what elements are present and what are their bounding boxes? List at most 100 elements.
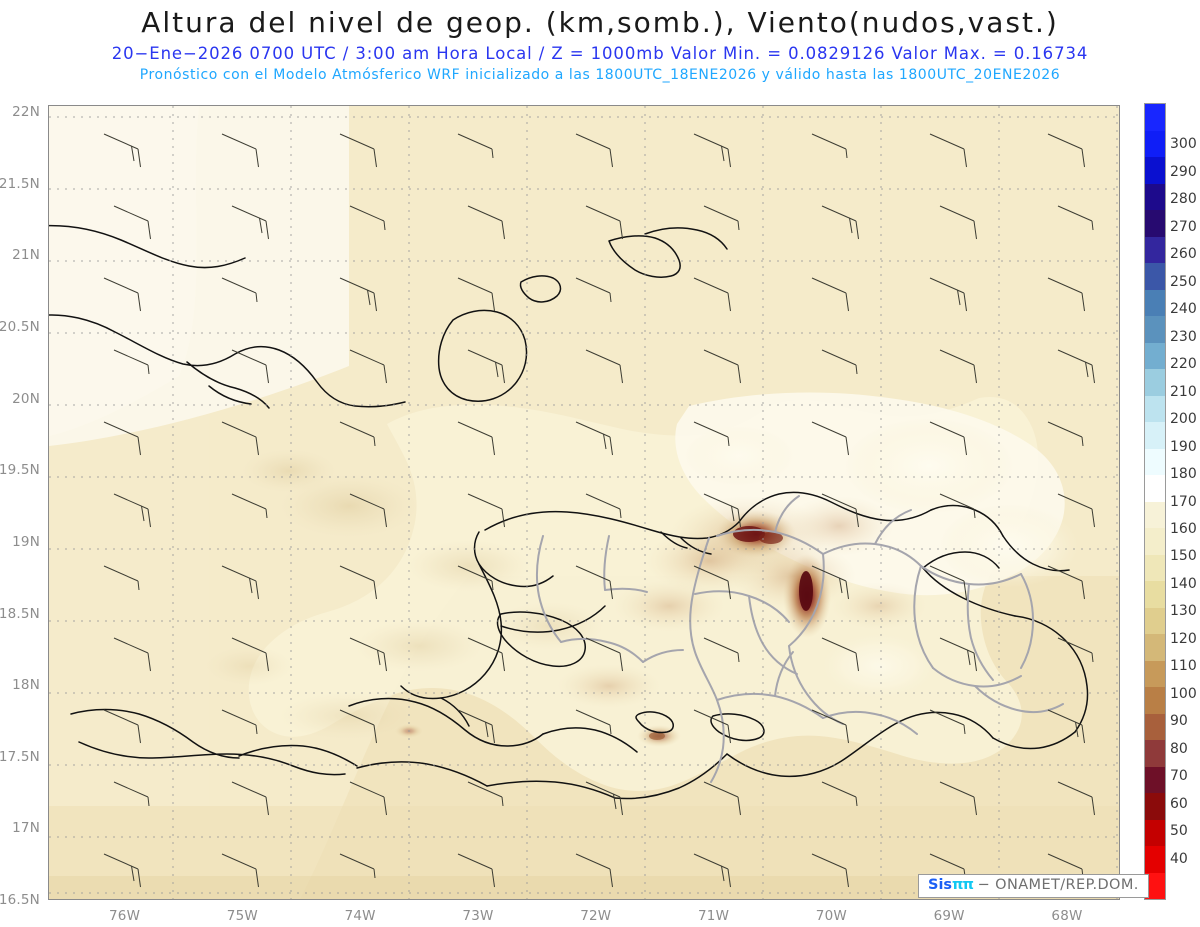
wind-barb: [1057, 781, 1095, 816]
wind-barb: [585, 493, 622, 519]
wind-barb: [221, 421, 259, 456]
colorbar-band: [1145, 581, 1165, 608]
wind-barb: [103, 709, 141, 744]
wind-barb: [821, 637, 859, 672]
y-axis-tick-label: 21.5N: [0, 175, 40, 192]
y-axis-tick-label: 20.5N: [0, 319, 40, 336]
y-axis-tick-label: 22N: [12, 104, 40, 121]
colorbar-tick-label: 60: [1170, 795, 1188, 812]
wind-barb: [349, 349, 387, 384]
colorbar-band: [1145, 342, 1165, 369]
wind-barb: [929, 133, 967, 168]
colorbar-tick-label: 240: [1170, 301, 1197, 318]
colorbar-tick-label: 230: [1170, 328, 1197, 345]
attribution-sis-text: Sis: [928, 877, 953, 893]
wind-barb: [585, 781, 623, 816]
wind-barb: [703, 493, 741, 528]
wind-barb: [929, 277, 967, 312]
colorbar-band: [1145, 475, 1165, 502]
colorbar-tick-label: 260: [1170, 246, 1197, 263]
wind-barb: [339, 853, 376, 879]
colorbar-tick-label: 190: [1170, 438, 1197, 455]
wind-barb: [575, 565, 613, 600]
wind-barb: [939, 493, 976, 519]
colorbar-band: [1145, 793, 1165, 820]
wind-barb: [821, 205, 859, 240]
colorbar-band: [1145, 846, 1165, 873]
wind-barb: [457, 421, 495, 456]
wind-barb: [339, 421, 376, 447]
wind-barb: [349, 781, 387, 816]
wind-barb: [693, 565, 731, 600]
wind-barb: [457, 133, 494, 159]
colorbar-band: [1145, 130, 1165, 157]
wind-barb: [693, 277, 731, 312]
wind-barb: [467, 781, 504, 807]
colorbar-tick-label: 170: [1170, 493, 1197, 510]
colorbar-tick-label: 150: [1170, 548, 1197, 565]
admin-borders: [535, 495, 1064, 783]
wind-barb: [811, 277, 849, 312]
colorbar-tick-label: 250: [1170, 273, 1197, 290]
wind-barb: [693, 133, 731, 168]
colorbar-tick-label: 270: [1170, 218, 1197, 235]
wind-barb: [821, 781, 858, 807]
colorbar-band: [1145, 819, 1165, 846]
colorbar-band: [1145, 872, 1165, 899]
wind-barb: [221, 709, 258, 735]
wind-barb: [103, 565, 140, 591]
colorbar-band: [1145, 104, 1165, 131]
colorbar-band: [1145, 316, 1165, 343]
attribution-pi-icon: ππ: [952, 877, 974, 893]
colorbar-tick-label: 290: [1170, 163, 1197, 180]
wind-barb: [221, 565, 259, 600]
colorbar-tick-label: 40: [1170, 850, 1188, 867]
wind-barb: [467, 637, 505, 672]
colorbar-band: [1145, 740, 1165, 767]
colorbar-band: [1145, 289, 1165, 316]
peak-maxima: [395, 510, 831, 747]
wind-barb: [349, 493, 387, 528]
wind-barb: [1047, 421, 1084, 447]
wind-barb: [339, 709, 377, 744]
wind-barb: [113, 205, 151, 240]
model-info-subtitle: Pronóstico con el Modelo Atmósferico WRF…: [139, 67, 1061, 83]
wind-barb: [467, 349, 505, 384]
x-axis-tick-label: 74W: [344, 908, 376, 924]
wind-barb: [575, 133, 613, 168]
map-canvas: [49, 106, 1119, 899]
wind-barb: [339, 133, 377, 168]
attribution-box: Sisππ − ONAMET/REP.DOM.: [918, 874, 1149, 898]
colorbar-band: [1145, 183, 1165, 210]
wind-barb: [103, 133, 141, 168]
wind-barb: [231, 349, 269, 384]
wind-barb: [1057, 349, 1095, 384]
colorbar-band: [1145, 263, 1165, 290]
wind-barb: [575, 421, 613, 456]
wind-barb: [929, 565, 967, 600]
wind-barb: [1057, 205, 1094, 231]
y-axis-tick-label: 16.5N: [0, 892, 40, 908]
wind-barb: [821, 493, 859, 528]
wind-barb: [703, 205, 740, 231]
colorbar-tick-label: 220: [1170, 356, 1197, 373]
wind-barb: [349, 205, 386, 231]
colorbar-band: [1145, 687, 1165, 714]
map-plot-area[interactable]: [48, 105, 1120, 900]
wind-barb: [457, 565, 494, 591]
y-axis-tick-label: 18N: [12, 677, 40, 694]
wind-barb: [693, 421, 730, 447]
x-axis-tick-label: 69W: [933, 908, 965, 924]
wind-barb: [585, 637, 623, 672]
colorbar-tick-label: 300: [1170, 136, 1197, 153]
y-axis-tick-label: 17N: [12, 820, 40, 837]
colorbar-band: [1145, 157, 1165, 184]
attribution-agency-text: − ONAMET/REP.DOM.: [977, 877, 1139, 893]
wind-barb: [585, 205, 623, 240]
wind-barb: [1057, 493, 1095, 528]
wind-barb: [231, 781, 269, 816]
colorbar[interactable]: [1144, 103, 1166, 900]
y-axis-tick-label: 19.5N: [0, 462, 40, 479]
